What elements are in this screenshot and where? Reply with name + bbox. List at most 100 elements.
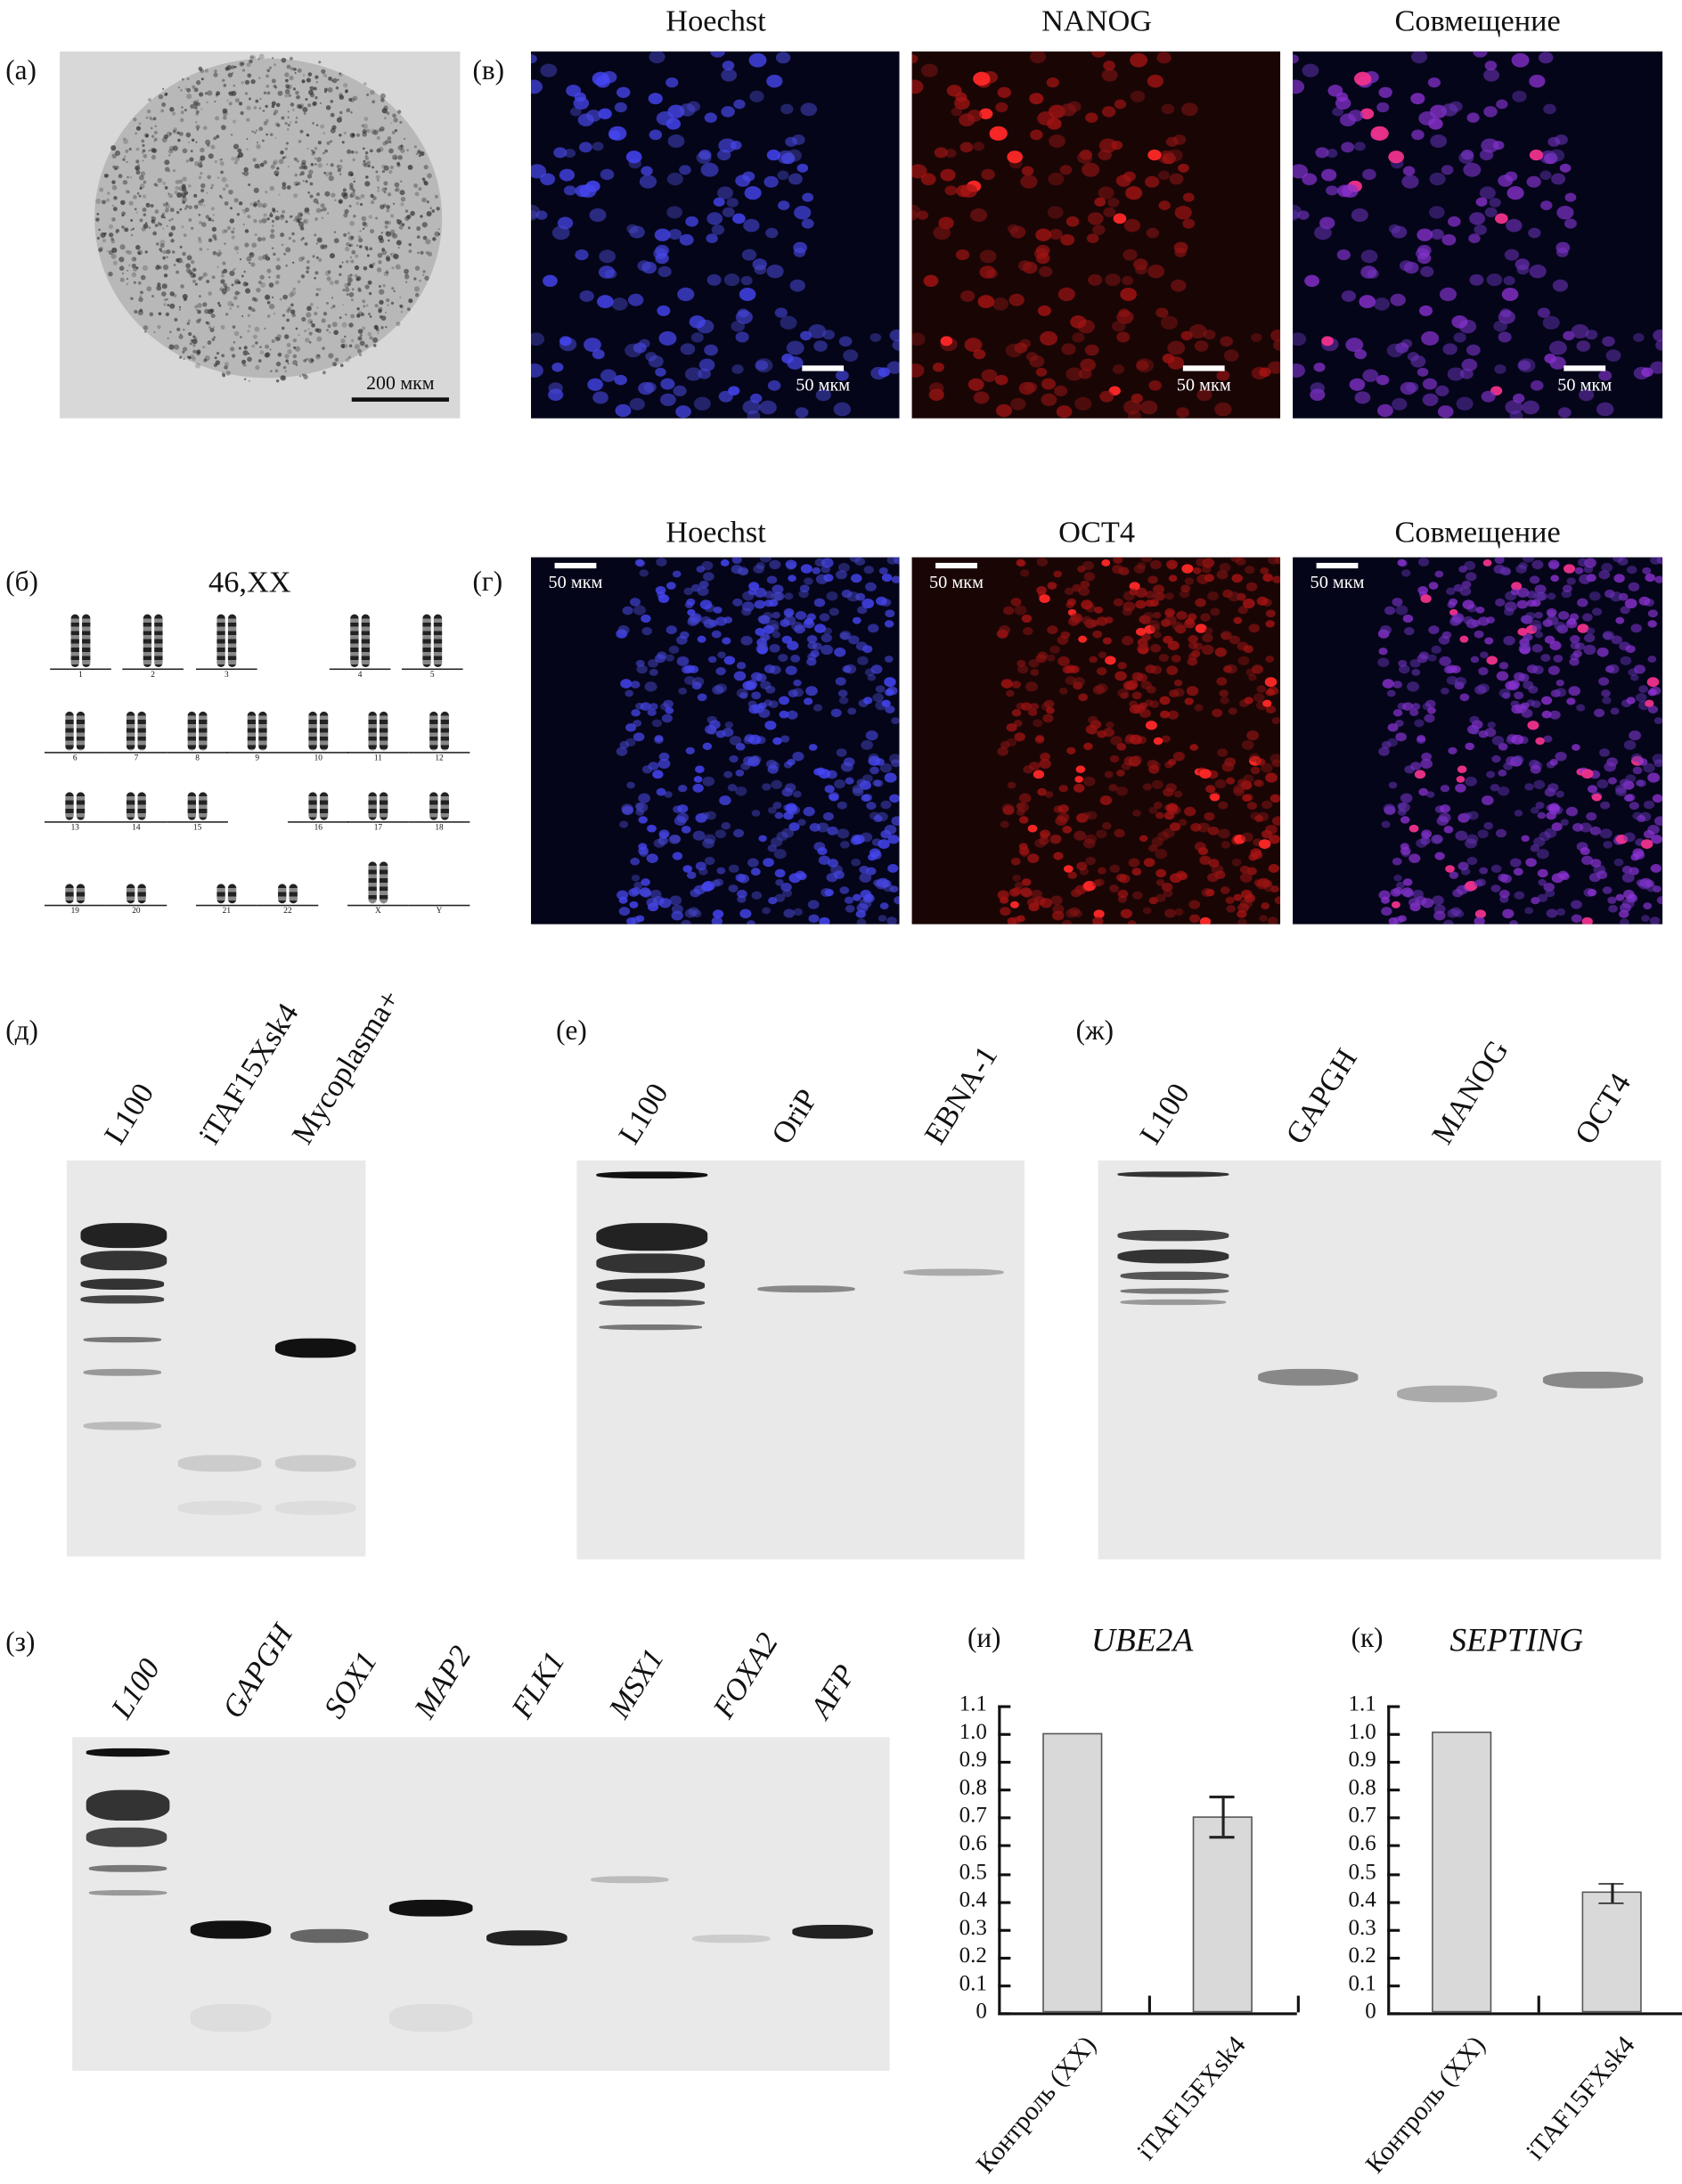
nucleus	[1537, 811, 1547, 819]
nucleus	[1029, 762, 1041, 770]
nucleus	[1064, 587, 1074, 596]
nucleus	[1504, 249, 1520, 261]
nucleus	[676, 656, 690, 666]
nucleus	[879, 762, 893, 773]
nucleus	[1138, 640, 1149, 649]
nucleus	[793, 790, 802, 798]
nucleus	[681, 825, 691, 834]
gel-band	[290, 1928, 369, 1944]
nucleus	[795, 407, 809, 419]
nucleus	[1164, 592, 1174, 600]
nucleus	[1088, 273, 1103, 286]
nucleus	[1166, 803, 1179, 812]
nucleus	[675, 405, 691, 419]
nucleus	[885, 705, 895, 713]
title-hoechst-2: Hoechst	[665, 514, 766, 550]
nucleus	[762, 783, 772, 791]
title-nanog: NANOG	[1041, 3, 1153, 38]
nucleus	[704, 344, 718, 356]
lane-label: MSX1	[601, 1642, 671, 1724]
nuclei-field	[1293, 51, 1663, 419]
nucleus	[641, 889, 652, 898]
nucleus	[1218, 801, 1229, 810]
nucleus	[1569, 657, 1580, 666]
nucleus	[1147, 265, 1165, 279]
nucleus	[1514, 891, 1525, 900]
nucleus	[654, 735, 664, 743]
nucleus	[1195, 598, 1206, 607]
oct4-image: 50 мкм	[911, 557, 1281, 925]
bar	[1432, 1732, 1492, 2013]
nucleus	[1498, 175, 1514, 187]
lane-label: GAPGH	[215, 1618, 300, 1724]
nucleus	[1219, 562, 1231, 573]
nucleus	[707, 656, 717, 664]
nucleus	[967, 110, 983, 122]
nucleus	[1442, 343, 1457, 355]
nucleus	[835, 370, 849, 381]
nucleus	[1514, 755, 1524, 764]
karyotype-line	[105, 752, 167, 754]
nucleus	[722, 728, 734, 738]
nucleus	[804, 697, 813, 705]
nucleus	[1408, 824, 1419, 833]
nucleus	[1146, 227, 1160, 239]
nucleus	[673, 385, 687, 396]
nucleus	[1127, 920, 1137, 925]
lane-label: L100	[96, 1077, 161, 1151]
title-oct4: OCT4	[1058, 514, 1135, 550]
nucleus	[1439, 804, 1451, 813]
nucleus	[1398, 915, 1407, 923]
nucleus	[1068, 907, 1081, 917]
nucleus	[1112, 364, 1125, 374]
nucleus	[674, 816, 687, 826]
nucleus	[1479, 186, 1496, 200]
nucleus	[698, 368, 711, 379]
nucleus	[712, 685, 724, 695]
nucleus	[1548, 149, 1565, 162]
chromosome-number: 16	[314, 824, 323, 833]
chromosome-number: 10	[314, 754, 323, 763]
nucleus	[1445, 865, 1455, 873]
y-tick-label: 0.6	[959, 1832, 987, 1856]
nucleus	[1469, 212, 1485, 225]
nucleus	[679, 233, 694, 246]
nucleus	[661, 713, 673, 723]
nucleus	[783, 615, 796, 626]
nucleus	[651, 719, 662, 728]
nucleus	[1005, 689, 1015, 697]
nucleus	[764, 721, 777, 730]
nucleus	[1483, 822, 1493, 830]
nucleus	[1243, 794, 1253, 802]
chromosome	[368, 792, 377, 820]
nuclei-field	[531, 51, 900, 419]
nucleus	[1011, 709, 1022, 717]
nucleus	[751, 691, 762, 700]
nucleus	[1237, 656, 1250, 665]
nucleus	[649, 703, 658, 711]
nucleus	[1017, 802, 1029, 812]
nucleus	[1270, 754, 1281, 764]
nucleus	[1541, 696, 1553, 705]
nucleus	[1627, 566, 1637, 575]
nucleus	[766, 575, 778, 584]
nucleus	[1620, 918, 1629, 925]
nucleus	[678, 785, 688, 793]
nucleus	[1265, 620, 1275, 628]
nucleus	[1378, 648, 1388, 656]
nucleus	[774, 307, 788, 318]
nucleus	[1360, 265, 1377, 279]
nucleus	[1557, 407, 1572, 419]
nucleus	[1216, 570, 1229, 580]
nucleus	[655, 586, 666, 595]
nucleus	[1003, 606, 1015, 615]
nucleus	[1499, 566, 1511, 576]
nucleus	[1233, 786, 1245, 796]
nucleus	[844, 664, 857, 674]
nucleus	[631, 886, 641, 895]
nucleus	[1221, 632, 1230, 640]
nucleus	[1172, 751, 1185, 762]
nucleus	[1466, 856, 1478, 866]
nucleus	[1432, 895, 1444, 906]
nucleus	[1511, 582, 1523, 591]
